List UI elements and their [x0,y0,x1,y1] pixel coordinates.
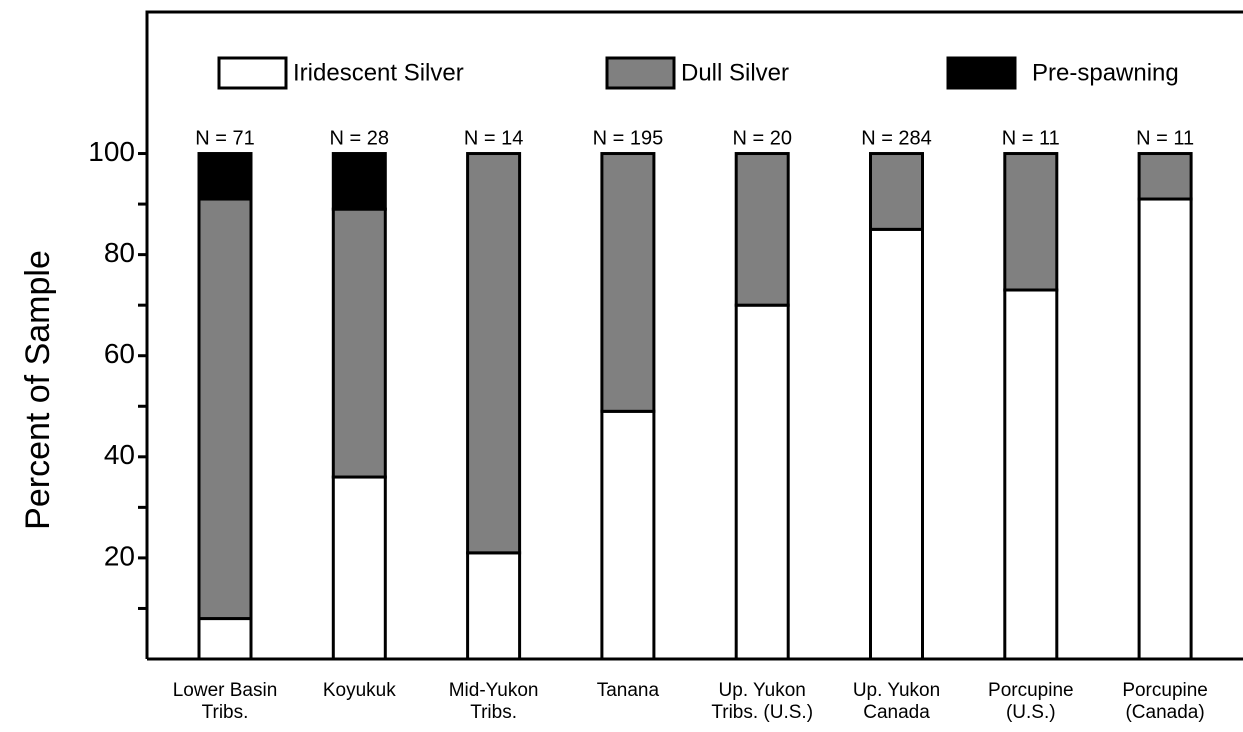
bar-segment [869,152,924,231]
x-tick-label: (Canada) [1125,702,1204,723]
n-label: N = 11 [1002,127,1060,149]
x-tick-label: Koyukuk [323,680,396,701]
y-tick-label: 60 [104,338,135,369]
bar-segment [734,303,790,661]
legend-label: Pre-spawning [1032,59,1179,86]
x-tick-label: Up. Yukon [853,680,940,701]
n-label: N = 195 [593,127,664,149]
bar-segment [734,152,790,307]
x-tick-label: Tribs. [470,702,517,723]
bar-segment [331,152,387,211]
bar-segment [466,551,522,661]
x-tick-label: Tribs. (U.S.) [711,702,813,723]
bar-segment [869,227,924,661]
x-tick-label: Mid-Yukon [449,680,539,701]
y-tick-label: 40 [104,439,135,470]
legend-label: Iridescent Silver [293,59,464,86]
x-tick-label: Porcupine [988,680,1074,701]
x-tick-label: Up. Yukon [719,680,806,701]
bar-segment [1137,152,1193,201]
y-axis-label: Percent of Sample [19,250,57,530]
n-label: N = 20 [732,127,791,149]
bar-segment [600,409,656,661]
n-label: N = 28 [330,127,389,149]
x-tick-label: Tanana [597,680,660,701]
bar-segment [1003,288,1059,661]
n-label: N = 71 [195,127,254,149]
legend-swatch [946,56,1017,90]
bar-segment [466,152,522,555]
x-tick-label: Lower Basin [173,680,278,701]
y-tick-label: 80 [104,237,135,268]
x-tick-label: Canada [863,702,930,723]
bar-segment [197,617,253,661]
legend-swatch [605,56,676,90]
x-tick-label: Porcupine [1122,680,1208,701]
x-tick-label: (U.S.) [1006,702,1056,723]
n-label: N = 284 [861,127,932,149]
y-tick-label: 100 [88,136,135,167]
bar-segment [331,475,387,661]
plot-frame [145,10,1243,659]
bar-segment [197,152,253,201]
n-label: N = 14 [464,127,523,149]
bar-segment [600,152,656,413]
y-tick-label: 20 [104,540,135,571]
bar-segment [1137,197,1193,661]
x-tick-label: Tribs. [202,702,249,723]
bar-segment [331,207,387,479]
legend-label: Dull Silver [681,59,789,86]
bar-segment [1003,152,1059,292]
legend-swatch [217,56,288,90]
bar-segment [197,197,253,621]
n-label: N = 11 [1136,127,1194,149]
